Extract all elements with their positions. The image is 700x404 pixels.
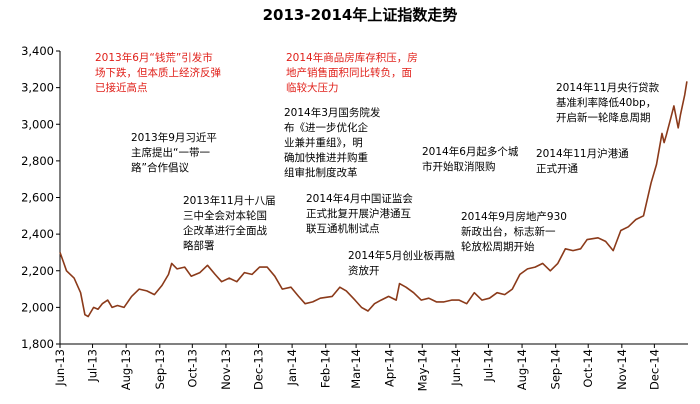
x-tick-label: Mar-14 bbox=[349, 349, 363, 389]
y-tick-label: 2,800 bbox=[21, 154, 54, 168]
annotation-line: 市开始取消限购 bbox=[422, 160, 496, 173]
x-tick-label: Oct-13 bbox=[185, 349, 199, 388]
annotation-line: 路”合作倡议 bbox=[131, 161, 189, 174]
annotation-line: 2014年3月国务院发 bbox=[284, 106, 381, 119]
annotation-line: 2014年4月中国证监会 bbox=[306, 192, 413, 205]
annotation-line: 临较大压力 bbox=[286, 81, 339, 94]
annotation-line: 2013年11月十八届 bbox=[183, 194, 276, 207]
axes bbox=[56, 50, 688, 348]
x-tick-label: Sep-13 bbox=[153, 349, 167, 389]
y-tick-label: 2,600 bbox=[21, 191, 54, 205]
annotation: 2014年11月央行贷款基准利率降低40bp， 开启新一轮降息周期 bbox=[556, 81, 660, 124]
x-tick-labels: Jun-13 Jul-13 Aug-13 Sep-13 Oct-13 Nov-13 Dec-… bbox=[53, 349, 661, 391]
annotation-line: 资放开 bbox=[348, 264, 380, 277]
series-line bbox=[59, 81, 688, 318]
annotation: 2014年3月国务院发布《进一步优化企业兼并重组》，明确加快推进并购重组审批制度… bbox=[284, 106, 381, 179]
annotation-line: 略部署 bbox=[183, 239, 215, 252]
x-tick-label: May-14 bbox=[415, 349, 429, 391]
annotation-line: 2014年6月起多个城 bbox=[422, 145, 519, 158]
y-tick-label: 3,000 bbox=[21, 117, 54, 131]
annotation: 2014年4月中国证监会正式批复开展沪港通互联互通机制试点 bbox=[306, 192, 413, 235]
annotation-line: 场下跌，但本质上经济反弹 bbox=[95, 66, 221, 79]
y-tick-label: 3,200 bbox=[21, 81, 54, 95]
x-tick-label: Oct-14 bbox=[581, 349, 595, 388]
annotation-line: 三中全会对本轮国 bbox=[183, 209, 267, 222]
x-tick-label: Jan-14 bbox=[285, 349, 299, 387]
annotations: 2013年6月“钱荒”引发市场下跌，但本质上经济反弹已接近高点 2013年9月习近… bbox=[95, 51, 660, 277]
annotation: 2014年9月房地产930 新政出台，标志新一轮放松周期开始 bbox=[461, 210, 567, 253]
y-tick-label: 2,400 bbox=[21, 227, 54, 241]
y-tick-label: 3,400 bbox=[21, 44, 54, 58]
x-tick-label: Jul-14 bbox=[481, 349, 495, 383]
x-tick-label: Apr-14 bbox=[383, 349, 397, 387]
x-tick-label: Dec-14 bbox=[647, 349, 661, 390]
annotation-line: 2014年11月沪港通 bbox=[536, 147, 629, 160]
annotation-line: 正式批复开展沪港通互 bbox=[306, 207, 411, 220]
annotation: 2013年11月十八届三中全会对本轮国企改革进行全面战略部署 bbox=[183, 194, 276, 252]
annotation-line: 2014年5月创业板再融 bbox=[348, 249, 455, 262]
annotation: 2013年6月“钱荒”引发市场下跌，但本质上经济反弹已接近高点 bbox=[95, 51, 221, 94]
y-tick-label: 2,000 bbox=[21, 300, 54, 314]
annotation: 2014年商品房库存积压，房地产销售面积同比转负，面临较大压力 bbox=[286, 51, 418, 94]
x-tick-label: Nov-14 bbox=[615, 349, 629, 390]
annotation-line: 业兼并重组》，明 bbox=[284, 136, 363, 149]
annotation-line: 开启新一轮降息周期 bbox=[556, 111, 651, 124]
annotation-line: 2014年9月房地产930 bbox=[461, 210, 567, 223]
annotation: 2014年5月创业板再融资放开 bbox=[348, 249, 455, 277]
annotation-line: 新政出台，标志新一 bbox=[461, 225, 556, 238]
annotation-line: 轮放松周期开始 bbox=[461, 240, 535, 253]
annotation-line: 确加快推进并购重 bbox=[284, 151, 368, 164]
annotation: 2014年6月起多个城市开始取消限购 bbox=[422, 145, 519, 173]
x-tick-label: Jun-13 bbox=[53, 349, 67, 387]
annotation: 2013年9月习近平主席提出“一带一路”合作倡议 bbox=[131, 131, 217, 174]
y-tick-label: 1,800 bbox=[21, 337, 54, 351]
x-tick-label: Aug-14 bbox=[515, 349, 529, 390]
annotation-line: 2013年6月“钱荒”引发市 bbox=[95, 51, 213, 64]
annotation-line: 地产销售面积同比转负，面 bbox=[286, 66, 412, 79]
annotation-line: 2013年9月习近平 bbox=[131, 131, 217, 144]
x-tick-label: Feb-14 bbox=[319, 349, 333, 388]
annotation-line: 企改革进行全面战 bbox=[183, 224, 267, 237]
annotation-line: 主席提出“一带一 bbox=[131, 146, 210, 159]
y-tick-labels: 1,800 2,000 2,200 2,400 2,600 2,800 3,000 3,200… bbox=[21, 44, 54, 351]
annotation: 2014年11月沪港通正式开通 bbox=[536, 147, 629, 175]
annotation-line: 布《进一步优化企 bbox=[284, 121, 368, 134]
annotation-line: 2014年11月央行贷款 bbox=[556, 81, 660, 94]
annotation-line: 已接近高点 bbox=[95, 81, 148, 94]
y-tick-label: 2,200 bbox=[21, 264, 54, 278]
x-tick-label: Aug-13 bbox=[119, 349, 133, 390]
annotation-line: 组审批制度改革 bbox=[284, 166, 358, 179]
annotation-line: 基准利率降低40bp， bbox=[556, 96, 656, 109]
x-tick-label: Nov-13 bbox=[219, 349, 233, 390]
annotation-line: 正式开通 bbox=[536, 162, 578, 175]
annotation-line: 2014年商品房库存积压，房 bbox=[286, 51, 418, 64]
x-tick-label: Jun-14 bbox=[449, 349, 463, 387]
annotation-line: 联互通机制试点 bbox=[306, 222, 380, 235]
x-tick-label: Jul-13 bbox=[86, 349, 100, 383]
chart-title: 2013-2014年上证指数走势 bbox=[263, 6, 458, 24]
x-tick-label: Dec-13 bbox=[251, 349, 265, 390]
x-tick-label: Sep-14 bbox=[549, 349, 563, 389]
